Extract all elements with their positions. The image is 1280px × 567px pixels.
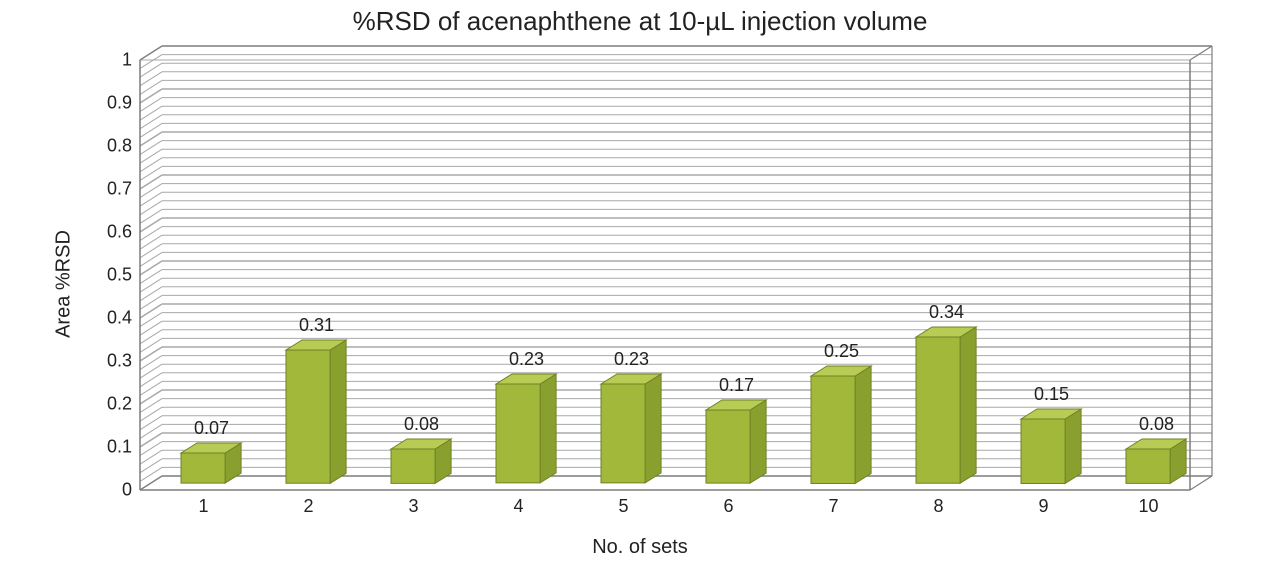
x-tick-label: 6 bbox=[723, 496, 733, 517]
x-tick-label: 10 bbox=[1138, 496, 1158, 517]
bar-value-label: 0.34 bbox=[929, 302, 964, 323]
bar bbox=[1021, 419, 1065, 484]
y-tick-label: 0.1 bbox=[82, 437, 132, 458]
y-tick-label: 0.5 bbox=[82, 265, 132, 286]
bar bbox=[811, 376, 855, 484]
x-tick-label: 1 bbox=[198, 496, 208, 517]
bar bbox=[1126, 449, 1170, 483]
x-tick-label: 2 bbox=[303, 496, 313, 517]
bar-value-label: 0.23 bbox=[614, 349, 649, 370]
bar bbox=[181, 453, 225, 483]
x-tick-label: 9 bbox=[1038, 496, 1048, 517]
chart-container: %RSD of acenaphthene at 10-µL injection … bbox=[0, 0, 1280, 567]
x-tick-label: 7 bbox=[828, 496, 838, 517]
y-tick-label: 0.6 bbox=[82, 222, 132, 243]
bar-value-label: 0.25 bbox=[824, 341, 859, 362]
bar-value-label: 0.31 bbox=[299, 315, 334, 336]
bar-value-label: 0.15 bbox=[1034, 384, 1069, 405]
y-tick-label: 0.2 bbox=[82, 394, 132, 415]
x-tick-label: 4 bbox=[513, 496, 523, 517]
bar bbox=[391, 449, 435, 483]
bar-value-label: 0.23 bbox=[509, 349, 544, 370]
plot-area: 00.10.20.30.40.50.60.70.80.910.0710.3120… bbox=[140, 60, 1190, 490]
y-tick-label: 1 bbox=[82, 50, 132, 71]
bar bbox=[706, 410, 750, 483]
x-tick-label: 3 bbox=[408, 496, 418, 517]
bar-value-label: 0.08 bbox=[1139, 414, 1174, 435]
y-tick-label: 0.3 bbox=[82, 351, 132, 372]
y-tick-label: 0.7 bbox=[82, 179, 132, 200]
y-tick-label: 0.8 bbox=[82, 136, 132, 157]
bar-value-label: 0.07 bbox=[194, 418, 229, 439]
chart-title: %RSD of acenaphthene at 10-µL injection … bbox=[0, 6, 1280, 37]
bar bbox=[286, 350, 330, 483]
bar-value-label: 0.08 bbox=[404, 414, 439, 435]
bar bbox=[496, 384, 540, 483]
y-tick-label: 0.9 bbox=[82, 93, 132, 114]
bar-value-label: 0.17 bbox=[719, 375, 754, 396]
x-tick-label: 8 bbox=[933, 496, 943, 517]
bar bbox=[601, 384, 645, 483]
x-axis-label: No. of sets bbox=[0, 536, 1280, 559]
bar bbox=[916, 337, 960, 483]
y-tick-label: 0 bbox=[82, 480, 132, 501]
y-axis-label: Area %RSD bbox=[52, 230, 75, 338]
x-tick-label: 5 bbox=[618, 496, 628, 517]
y-tick-label: 0.4 bbox=[82, 308, 132, 329]
